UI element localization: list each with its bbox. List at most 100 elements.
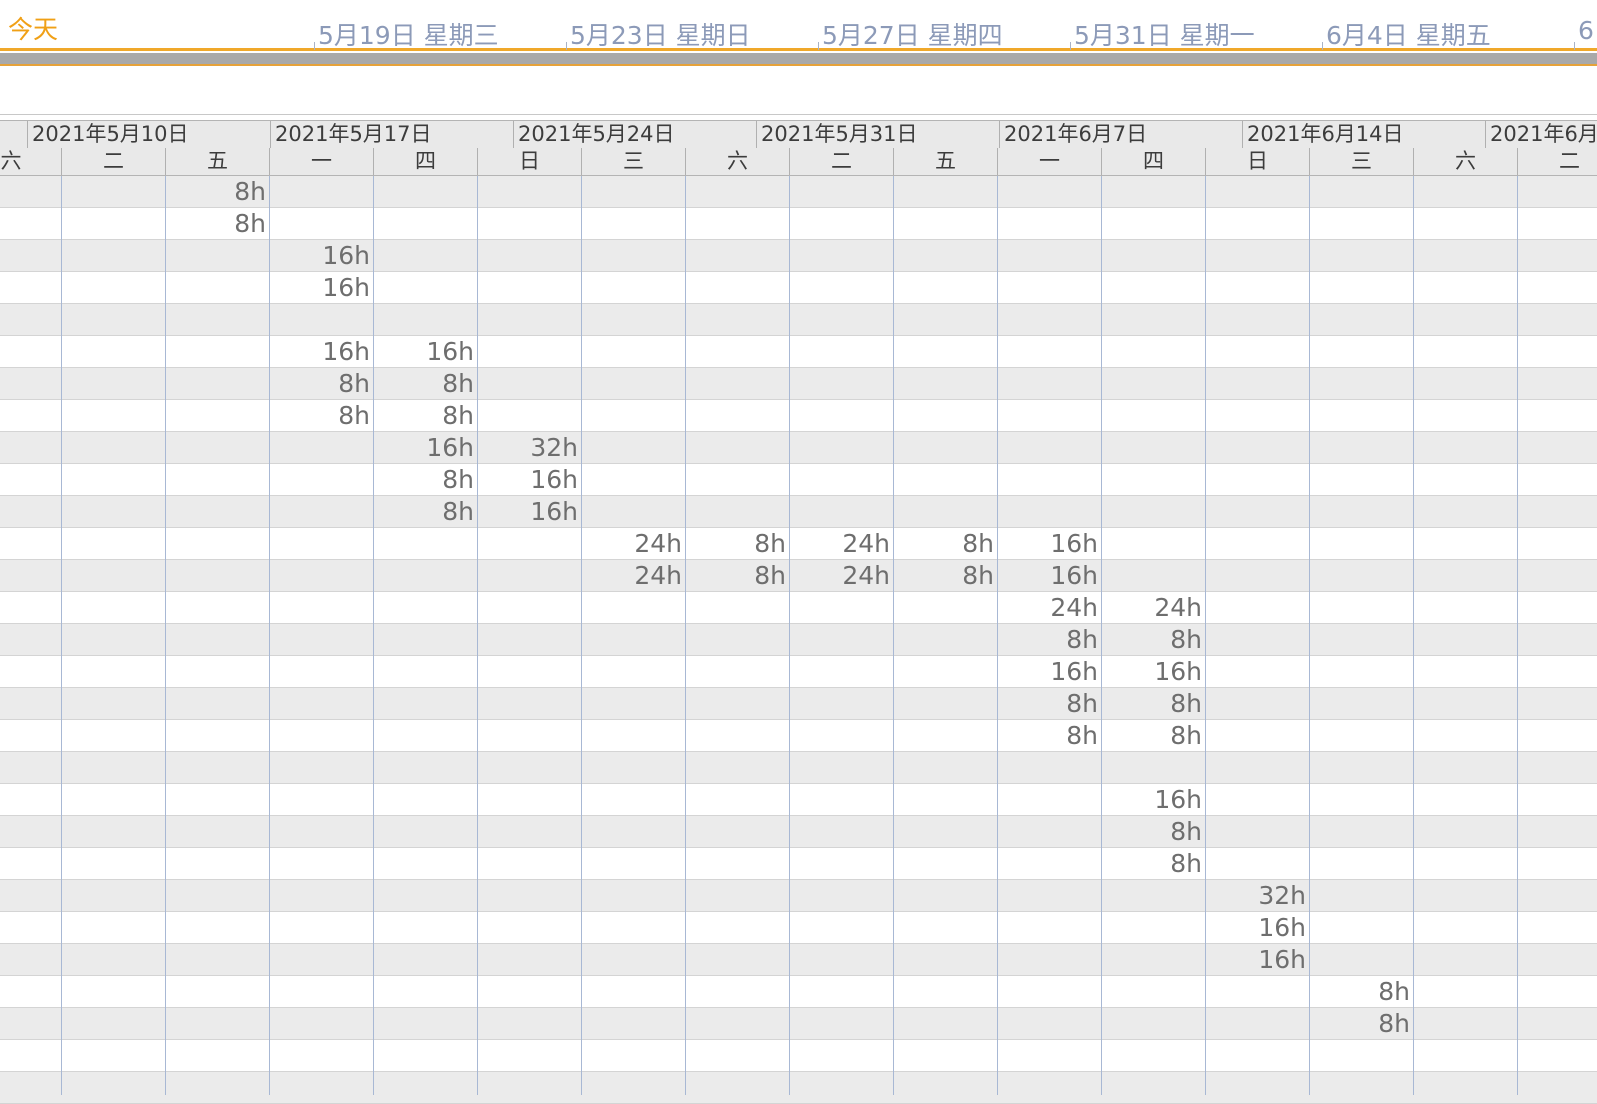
grid-row[interactable] <box>0 1040 1597 1072</box>
work-hours-cell[interactable]: 32h <box>1258 881 1306 910</box>
work-hours-cell[interactable]: 24h <box>842 561 890 590</box>
work-hours-cell[interactable]: 8h <box>442 465 474 494</box>
grid-row[interactable]: 16h <box>0 912 1597 944</box>
grid-row[interactable]: 16h <box>0 272 1597 304</box>
work-hours-cell[interactable]: 8h <box>338 401 370 430</box>
day-header[interactable]: 四 <box>1101 148 1205 175</box>
work-hours-cell[interactable]: 8h <box>1066 689 1098 718</box>
grid-row[interactable]: 24h 8h 24h 8h 16h <box>0 560 1597 592</box>
work-hours-cell[interactable]: 8h <box>962 561 994 590</box>
work-hours-cell[interactable]: 16h <box>530 497 578 526</box>
work-hours-cell[interactable]: 8h <box>1170 625 1202 654</box>
day-header[interactable]: 六 <box>0 148 61 175</box>
work-hours-cell[interactable]: 16h <box>1258 913 1306 942</box>
timeline-bar[interactable] <box>0 53 1597 64</box>
day-header[interactable]: 六 <box>685 148 789 175</box>
work-hours-cell[interactable]: 8h <box>1170 689 1202 718</box>
day-header[interactable]: 一 <box>269 148 373 175</box>
grid-row[interactable]: 16h 16h <box>0 336 1597 368</box>
work-hours-cell[interactable]: 8h <box>234 209 266 238</box>
work-hours-cell[interactable]: 8h <box>1378 977 1410 1006</box>
work-hours-cell[interactable]: 16h <box>1154 657 1202 686</box>
work-hours-cell[interactable]: 8h <box>442 369 474 398</box>
grid-row[interactable]: 24h 24h <box>0 592 1597 624</box>
day-header[interactable]: 日 <box>1205 148 1309 175</box>
grid-row[interactable]: 8h 8h <box>0 688 1597 720</box>
day-header[interactable]: 四 <box>373 148 477 175</box>
work-hours-cell[interactable]: 8h <box>338 369 370 398</box>
work-hours-cell[interactable]: 16h <box>322 273 370 302</box>
work-hours-cell[interactable]: 8h <box>1066 721 1098 750</box>
week-header[interactable]: 2021年6月7日 <box>999 121 1242 148</box>
day-header[interactable]: 二 <box>61 148 165 175</box>
work-hours-cell[interactable]: 24h <box>1154 593 1202 622</box>
day-header[interactable]: 三 <box>581 148 685 175</box>
work-hours-cell[interactable]: 8h <box>442 401 474 430</box>
grid-row[interactable]: 16h <box>0 240 1597 272</box>
grid-row[interactable]: 8h 16h <box>0 496 1597 528</box>
work-hours-cell[interactable]: 16h <box>426 433 474 462</box>
grid-row[interactable]: 8h 8h <box>0 368 1597 400</box>
day-header[interactable]: 六 <box>1413 148 1517 175</box>
work-hours-cell[interactable]: 8h <box>962 529 994 558</box>
day-header[interactable]: 五 <box>893 148 997 175</box>
work-hours-cell[interactable]: 24h <box>634 561 682 590</box>
grid-row[interactable]: 8h 8h <box>0 720 1597 752</box>
week-header[interactable]: 2021年5月10日 <box>27 121 270 148</box>
work-hours-cell[interactable]: 16h <box>1050 561 1098 590</box>
work-hours-cell[interactable]: 16h <box>1050 657 1098 686</box>
grid-row[interactable]: 16h <box>0 784 1597 816</box>
today-label[interactable]: 今天 <box>8 15 59 44</box>
day-header[interactable]: 二 <box>1517 148 1597 175</box>
week-header[interactable]: 2021年6月14日 <box>1242 121 1485 148</box>
grid-row[interactable]: 16h <box>0 944 1597 976</box>
grid-row[interactable]: 8h 16h <box>0 464 1597 496</box>
work-hours-cell[interactable]: 8h <box>234 177 266 206</box>
day-header[interactable]: 三 <box>1309 148 1413 175</box>
day-header[interactable]: 五 <box>165 148 269 175</box>
work-hours-cell[interactable]: 16h <box>1050 529 1098 558</box>
work-hours-cell[interactable]: 32h <box>530 433 578 462</box>
week-header[interactable]: 2021年5月24日 <box>513 121 756 148</box>
work-hours-cell[interactable]: 16h <box>1258 945 1306 974</box>
day-header[interactable]: 日 <box>477 148 581 175</box>
work-hours-cell[interactable]: 16h <box>1154 785 1202 814</box>
work-hours-cell[interactable]: 16h <box>426 337 474 366</box>
work-hours-cell[interactable]: 8h <box>1170 721 1202 750</box>
grid-row[interactable]: 16h 32h <box>0 432 1597 464</box>
grid-row[interactable]: 8h 8h <box>0 624 1597 656</box>
work-hours-cell[interactable]: 24h <box>842 529 890 558</box>
grid-row[interactable]: 16h 16h <box>0 656 1597 688</box>
day-header[interactable]: 一 <box>997 148 1101 175</box>
work-hours-cell[interactable]: 8h <box>754 561 786 590</box>
work-hours-cell[interactable]: 24h <box>1050 593 1098 622</box>
timeline-tick <box>1070 42 1071 50</box>
work-hours-cell[interactable]: 16h <box>530 465 578 494</box>
grid-row[interactable]: 8h <box>0 176 1597 208</box>
grid-row[interactable]: 8h <box>0 976 1597 1008</box>
work-hours-cell[interactable]: 8h <box>1378 1009 1410 1038</box>
grid-row[interactable]: 32h <box>0 880 1597 912</box>
week-header[interactable]: 2021年6月 <box>1485 121 1597 148</box>
grid-row[interactable]: 8h <box>0 816 1597 848</box>
grid-row[interactable]: 8h 8h <box>0 400 1597 432</box>
grid-row[interactable] <box>0 304 1597 336</box>
work-hours-cell[interactable]: 8h <box>1170 817 1202 846</box>
grid-row[interactable]: 24h 8h 24h 8h 16h <box>0 528 1597 560</box>
work-hours-cell[interactable]: 16h <box>322 241 370 270</box>
grid-row[interactable] <box>0 1072 1597 1104</box>
work-hours-cell[interactable]: 8h <box>1170 849 1202 878</box>
work-hours-cell[interactable]: 24h <box>634 529 682 558</box>
day-header[interactable]: 二 <box>789 148 893 175</box>
grid-row[interactable] <box>0 752 1597 784</box>
work-hours-cell[interactable]: 8h <box>754 529 786 558</box>
work-hours-cell[interactable]: 16h <box>322 337 370 366</box>
grid-row[interactable]: 8h <box>0 1008 1597 1040</box>
column-gridline <box>1205 176 1206 1095</box>
work-hours-cell[interactable]: 8h <box>1066 625 1098 654</box>
week-header[interactable]: 2021年5月31日 <box>756 121 999 148</box>
work-hours-cell[interactable]: 8h <box>442 497 474 526</box>
grid-row[interactable]: 8h <box>0 848 1597 880</box>
week-header[interactable]: 2021年5月17日 <box>270 121 513 148</box>
grid-row[interactable]: 8h <box>0 208 1597 240</box>
